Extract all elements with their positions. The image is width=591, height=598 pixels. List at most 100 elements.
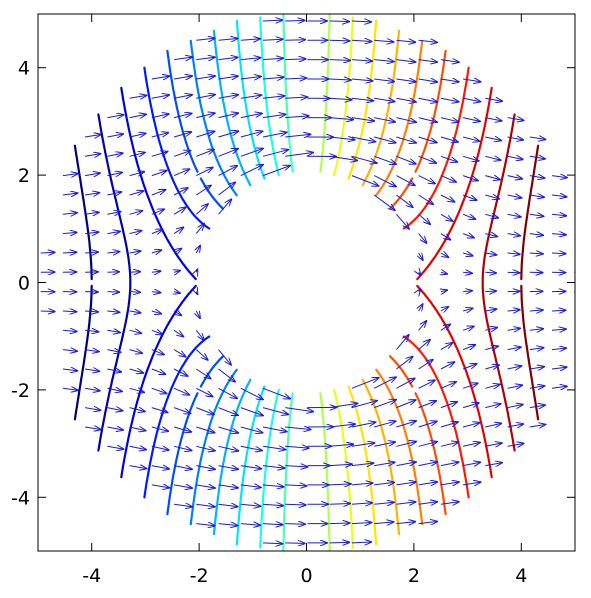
flow-arrow-198 xyxy=(463,308,473,311)
flow-arrow-128 xyxy=(196,388,212,396)
flow-arrow-115 xyxy=(396,400,415,408)
contour-line-17 xyxy=(404,68,469,498)
flow-arrow-419 xyxy=(374,60,394,62)
contour-line-19 xyxy=(483,115,515,451)
flow-arrow-396 xyxy=(174,76,192,79)
flow-arrow-321 xyxy=(174,151,190,157)
flow-arrow-226 xyxy=(196,269,197,272)
flow-arrow-429 xyxy=(330,40,350,41)
flow-arrow-238 xyxy=(107,252,119,253)
flow-arrow-231 xyxy=(508,272,520,273)
flow-arrow-325 xyxy=(263,150,288,157)
flow-arrow-64 xyxy=(174,446,192,450)
flow-arrow-107 xyxy=(219,408,239,416)
flow-arrow-415 xyxy=(285,59,305,60)
flow-arrow-159 xyxy=(85,350,99,352)
flow-arrow-294 xyxy=(508,195,522,198)
flow-arrow-278 xyxy=(530,214,544,216)
contour-line-6 xyxy=(214,31,251,534)
contour-line-14 xyxy=(363,31,400,534)
flow-arrow-252 xyxy=(107,232,120,234)
flow-arrow-418 xyxy=(352,60,372,62)
flow-arrow-42 xyxy=(441,482,459,485)
flow-arrow-213 xyxy=(463,291,472,292)
flow-arrow-377 xyxy=(508,118,524,121)
flow-arrow-174 xyxy=(63,330,77,331)
flow-arrow-178 xyxy=(152,330,163,334)
flow-arrow-361 xyxy=(152,114,169,118)
flow-arrow-114 xyxy=(374,400,396,408)
flow-arrow-83 xyxy=(152,427,168,431)
flow-arrow-72 xyxy=(352,443,374,446)
flow-arrow-5 xyxy=(196,524,214,526)
flow-arrow-209 xyxy=(174,292,180,294)
flow-arrow-30 xyxy=(174,485,192,488)
flow-arrow-281 xyxy=(85,193,99,195)
flow-arrow-58 xyxy=(441,462,459,466)
flow-arrow-366 xyxy=(263,114,285,117)
flow-arrow-432 xyxy=(396,40,415,42)
flow-arrow-170 xyxy=(485,346,498,349)
flow-arrow-297 xyxy=(63,174,78,176)
flow-arrow-246 xyxy=(485,253,496,255)
flow-arrow-375 xyxy=(463,118,480,122)
flow-arrow-222 xyxy=(107,272,119,273)
flow-arrow-76 xyxy=(441,442,458,446)
flow-arrow-313 xyxy=(485,176,500,180)
flow-arrow-1 xyxy=(285,543,305,544)
flow-arrow-176 xyxy=(107,330,120,332)
flow-arrow-155 xyxy=(508,366,522,369)
flow-arrow-385 xyxy=(285,97,307,98)
flow-arrow-165 xyxy=(219,350,232,365)
flow-arrow-103 xyxy=(130,408,145,412)
flow-arrow-401 xyxy=(285,78,306,79)
flow-arrow-3 xyxy=(330,542,349,543)
flow-arrow-331 xyxy=(396,156,415,164)
flow-arrow-186 xyxy=(530,329,543,331)
flow-arrow-362 xyxy=(174,113,192,117)
flow-arrow-123 xyxy=(85,388,100,391)
contour-line-3 xyxy=(144,68,209,498)
flow-arrow-379 xyxy=(152,95,169,98)
flow-arrow-230 xyxy=(485,272,496,273)
flow-arrow-150 xyxy=(396,357,412,369)
flow-arrow-210 xyxy=(196,292,197,295)
flow-arrow-335 xyxy=(485,156,500,160)
x-tick-label: -2 xyxy=(190,565,209,587)
flow-arrow-391 xyxy=(419,98,438,102)
flow-arrow-34 xyxy=(263,485,284,487)
flow-arrow-152 xyxy=(441,362,455,369)
flow-arrow-427 xyxy=(285,40,305,41)
flow-arrow-81 xyxy=(107,427,123,430)
flow-arrow-411 xyxy=(196,57,215,59)
flow-arrow-60 xyxy=(485,463,502,466)
flow-arrow-365 xyxy=(241,113,262,117)
flow-arrow-320 xyxy=(152,152,168,157)
flow-arrow-223 xyxy=(130,272,141,273)
flow-arrow-242 xyxy=(196,246,200,253)
flow-arrow-33 xyxy=(241,485,261,488)
flow-arrow-279 xyxy=(552,214,566,216)
flow-arrow-142 xyxy=(63,369,77,371)
flow-arrow-424 xyxy=(219,39,238,41)
flow-arrow-319 xyxy=(130,153,145,157)
flow-arrow-79 xyxy=(508,444,524,447)
flow-arrow-193 xyxy=(152,311,161,314)
flow-arrow-54 xyxy=(352,463,373,466)
flow-arrow-374 xyxy=(441,118,459,122)
flow-arrow-423 xyxy=(196,38,214,40)
flow-arrow-288 xyxy=(374,195,395,210)
flow-arrow-74 xyxy=(396,442,416,447)
flow-arrow-322 xyxy=(196,150,214,157)
y-tick-label: -4 xyxy=(11,487,30,509)
y-tick-label: 0 xyxy=(18,273,30,295)
flow-arrow-326 xyxy=(285,153,313,157)
flow-arrow-413 xyxy=(241,58,261,60)
flow-arrow-308 xyxy=(374,176,396,187)
flow-arrow-369 xyxy=(330,118,353,120)
flow-arrow-44 xyxy=(130,466,147,469)
flow-arrow-392 xyxy=(441,98,459,102)
flow-arrow-351 xyxy=(374,137,395,143)
